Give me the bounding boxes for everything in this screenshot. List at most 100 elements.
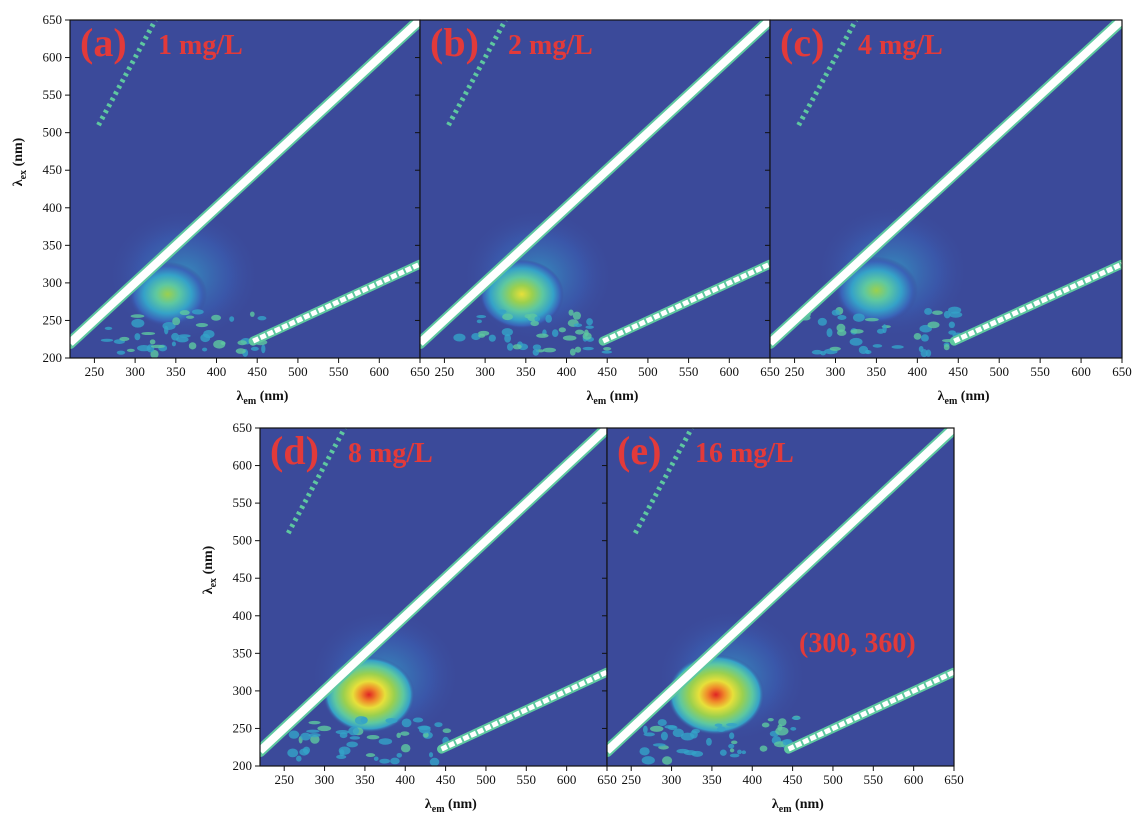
y-tick-label: 400: [43, 200, 63, 215]
noise-speckle: [428, 752, 434, 758]
x-axis-title: λem (nm): [938, 389, 990, 407]
x-tick-label: 650: [410, 364, 430, 379]
plot-frame: [769, 19, 1123, 359]
fluorescence-peak: [835, 256, 918, 325]
noise-speckle: [191, 309, 204, 315]
noise-speckle: [308, 720, 321, 725]
noise-speckle: [817, 317, 827, 326]
noise-speckle: [729, 748, 735, 753]
noise-speckle: [584, 329, 589, 337]
y-tick-label: 350: [43, 237, 63, 252]
noise-speckle: [134, 333, 141, 341]
panel-letter: (c): [780, 20, 824, 65]
x-axis-title: λem (nm): [772, 797, 824, 815]
plot-frame: [606, 427, 955, 767]
noise-speckle: [913, 333, 922, 340]
noise-speckle: [729, 732, 735, 740]
noise-speckle: [524, 313, 532, 319]
x-tick-label: 250: [85, 364, 105, 379]
noise-speckle: [737, 749, 742, 755]
x-tick-label: 450: [597, 364, 617, 379]
noise-speckle: [336, 754, 347, 760]
noise-speckle: [379, 758, 391, 764]
y-tick-label: 450: [233, 570, 253, 585]
noise-speckle: [317, 725, 332, 732]
rayleigh-scatter-band: [607, 428, 954, 754]
noise-speckle: [932, 310, 943, 315]
y-tick-label: 550: [233, 495, 253, 510]
noise-speckle: [837, 315, 847, 321]
noise-speckle: [858, 345, 869, 355]
noise-speckle: [660, 731, 668, 741]
x-tick-label: 400: [908, 364, 928, 379]
panel-letter: (e): [617, 428, 661, 473]
x-axis-title: λem (nm): [587, 389, 639, 407]
second-order-scatter-band: [953, 261, 1122, 344]
rayleigh-scatter-band: [770, 20, 1122, 346]
noise-speckle: [249, 311, 255, 317]
noise-speckle: [731, 740, 738, 745]
noise-speckle: [532, 344, 542, 351]
panel-concentration: 2 mg/L: [508, 30, 593, 61]
noise-speckle: [601, 350, 613, 354]
noise-speckle: [308, 733, 321, 738]
noise-speckle: [418, 725, 431, 734]
noise-speckle: [575, 329, 585, 335]
noise-speckle: [176, 336, 189, 343]
noise-speckle: [836, 323, 846, 333]
peak-annotation: (300, 360): [799, 628, 916, 659]
noise-speckle: [714, 723, 723, 727]
x-tick-label: 550: [1030, 364, 1050, 379]
half-order-scatter: [446, 20, 508, 127]
noise-speckle: [864, 317, 879, 322]
x-tick-label: 400: [396, 772, 416, 787]
noise-speckle: [400, 744, 411, 753]
x-tick-label: 250: [274, 772, 294, 787]
noise-speckle: [767, 717, 774, 722]
x-tick-label: 300: [662, 772, 682, 787]
y-tick-label: 350: [233, 645, 253, 660]
x-tick-label: 650: [944, 772, 964, 787]
y-tick-label: 300: [43, 275, 63, 290]
noise-speckle: [820, 350, 826, 356]
noise-speckle: [562, 335, 577, 341]
x-tick-label: 600: [1071, 364, 1091, 379]
rayleigh-scatter-band: [420, 20, 770, 346]
noise-speckle: [536, 333, 549, 338]
half-order-scatter: [286, 428, 347, 535]
noise-speckle: [716, 726, 726, 732]
noise-speckle: [573, 323, 583, 328]
noise-speckle: [302, 746, 311, 755]
noise-speckle: [172, 317, 181, 326]
noise-speckle: [104, 326, 113, 331]
x-tick-label: 650: [1112, 364, 1132, 379]
noise-speckle: [476, 319, 482, 324]
noise-speckle: [943, 344, 950, 351]
noise-speckle: [287, 748, 299, 758]
noise-speckle: [778, 718, 787, 727]
x-tick-label: 350: [516, 364, 536, 379]
x-tick-label: 250: [621, 772, 641, 787]
noise-speckle: [582, 346, 594, 351]
noise-speckle: [288, 730, 300, 739]
x-tick-label: 600: [370, 364, 390, 379]
noise-speckle: [502, 313, 513, 321]
noise-speckle: [558, 327, 566, 333]
noise-speckle: [849, 337, 863, 346]
x-tick-label: 600: [904, 772, 924, 787]
half-order-scatter: [633, 428, 694, 535]
panel-letter: (a): [80, 20, 127, 65]
panel-1: 250 300 350 400 450 500 550 600 650 λem (nm) 200 25…: [11, 12, 430, 407]
noise-speckle: [478, 333, 486, 338]
noise-speckle: [261, 344, 266, 354]
noise-speckle: [676, 748, 690, 754]
noise-speckle: [728, 743, 735, 749]
noise-speckle: [171, 341, 176, 347]
second-order-scatter-band: [602, 261, 770, 344]
x-tick-label: 250: [435, 364, 455, 379]
noise-speckle: [641, 756, 655, 765]
y-axis-title: λex (nm): [11, 137, 29, 186]
x-tick-label: 350: [166, 364, 186, 379]
noise-speckle: [657, 719, 667, 727]
